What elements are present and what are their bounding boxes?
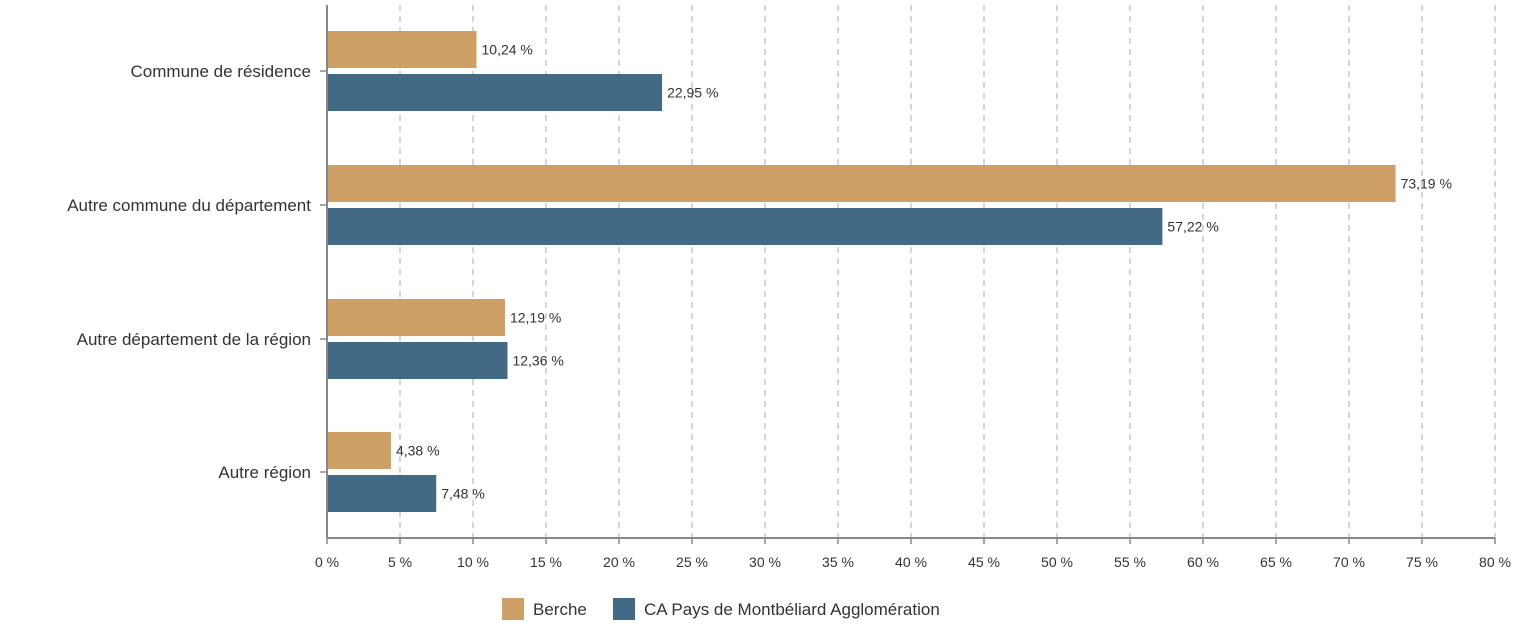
category-label: Autre département de la région [77, 330, 311, 349]
legend-swatch [613, 598, 635, 620]
bar-ca-pays-de-montbeliard-0 [327, 74, 663, 111]
data-label: 12,19 % [510, 310, 561, 326]
bar-berche-3 [327, 432, 391, 469]
bar-berche-0 [327, 31, 477, 68]
x-tick-label: 0 % [315, 554, 339, 570]
x-tick-label: 70 % [1333, 554, 1365, 570]
x-axis-ticks: 0 % 5 % 10 % 15 % 20 % 25 % 30 % 35 % 40 % 45 % 50… [315, 538, 1511, 570]
legend-swatch [502, 598, 524, 620]
data-label: 12,36 % [512, 353, 563, 369]
data-label: 57,22 % [1167, 219, 1218, 235]
grid-lines [399, 5, 1496, 538]
bar-ca-pays-de-montbeliard-2 [327, 342, 508, 379]
legend-label: CA Pays de Montbéliard Agglomération [644, 600, 940, 619]
bars [327, 31, 1396, 512]
x-tick-label: 80 % [1479, 554, 1511, 570]
x-tick-label: 30 % [749, 554, 781, 570]
x-tick-label: 20 % [603, 554, 635, 570]
bar-berche-1 [327, 165, 1396, 202]
category-labels: Commune de résidence Autre commune du dép… [67, 62, 327, 482]
data-label: 10,24 % [482, 42, 533, 58]
x-tick-label: 60 % [1187, 554, 1219, 570]
bar-ca-pays-de-montbeliard-1 [327, 208, 1163, 245]
x-tick-label: 15 % [530, 554, 562, 570]
x-tick-label: 75 % [1406, 554, 1438, 570]
x-tick-label: 5 % [388, 554, 412, 570]
x-tick-label: 50 % [1041, 554, 1073, 570]
category-label: Autre commune du département [67, 196, 311, 215]
category-label: Autre région [218, 463, 311, 482]
data-label: 7,48 % [441, 486, 485, 502]
category-label: Commune de résidence [131, 62, 311, 81]
data-labels: 10,24 % 73,19 % 12,19 % 4,38 % 22,95 % 57,22 … [396, 42, 1452, 502]
legend: Berche CA Pays de Montbéliard Agglomérati… [502, 598, 940, 620]
x-tick-label: 25 % [676, 554, 708, 570]
data-label: 22,95 % [667, 85, 718, 101]
x-tick-label: 65 % [1260, 554, 1292, 570]
legend-label: Berche [533, 600, 587, 619]
x-tick-label: 35 % [822, 554, 854, 570]
bar-ca-pays-de-montbeliard-3 [327, 475, 437, 512]
bar-berche-2 [327, 299, 505, 336]
x-tick-label: 10 % [457, 554, 489, 570]
data-label: 73,19 % [1401, 176, 1452, 192]
data-label: 4,38 % [396, 443, 440, 459]
x-tick-label: 45 % [968, 554, 1000, 570]
x-tick-label: 40 % [895, 554, 927, 570]
x-tick-label: 55 % [1114, 554, 1146, 570]
